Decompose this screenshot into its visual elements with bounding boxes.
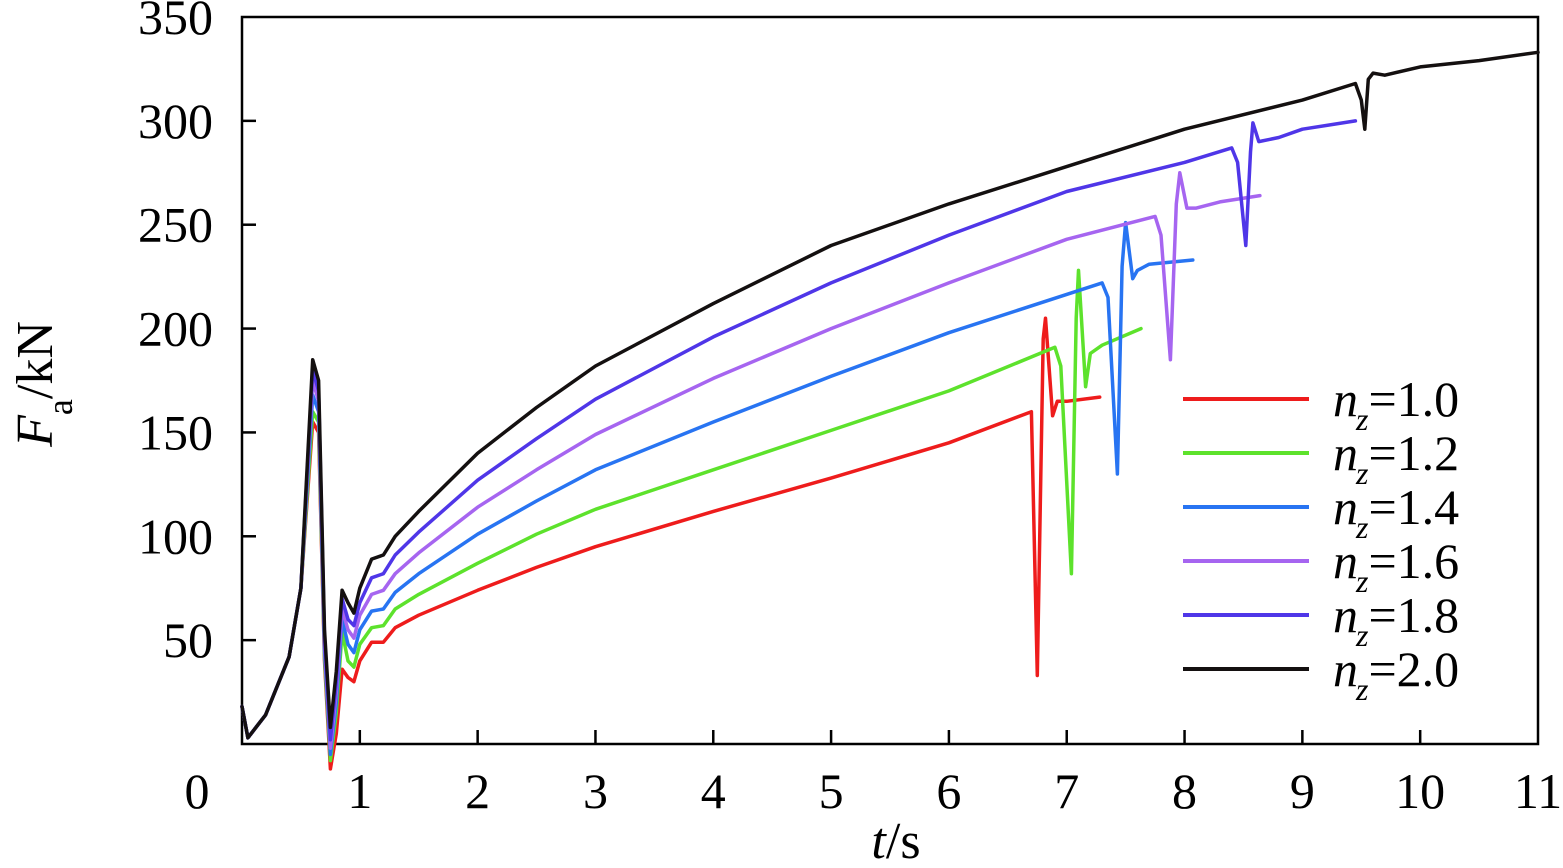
legend-label-1: nz=1.0 <box>1333 371 1459 437</box>
y-tick-label: 50 <box>163 612 213 668</box>
x-tick-label: 5 <box>819 763 844 819</box>
series-line-3 <box>240 220 1195 757</box>
x-axis-label: t/s <box>871 813 920 868</box>
x-tick-label: 10 <box>1395 763 1445 819</box>
x-tick-label: 1 <box>347 763 372 819</box>
legend-label-6: nz=2.0 <box>1333 641 1459 707</box>
y-tick-label: 250 <box>138 197 213 253</box>
legend-label-5: nz=1.8 <box>1333 587 1459 653</box>
legend-label-3: nz=1.4 <box>1333 479 1459 545</box>
x-tick-label: 4 <box>701 763 726 819</box>
tick-labels: 1 2 3 4 5 6 7 8 9 10 11 50 100 150 200 250 300 350 <box>138 0 1562 819</box>
y-tick-label: 150 <box>138 404 213 460</box>
y-tick-label: 200 <box>138 301 213 357</box>
legend-label-2: nz=1.2 <box>1333 425 1459 491</box>
legend: nz=1.0nz=1.2nz=1.4nz=1.6nz=1.8nz=2.0 <box>1183 371 1459 707</box>
series-line-5 <box>240 119 1358 742</box>
x-tick-label: 11 <box>1514 763 1562 819</box>
axis-ticks <box>242 119 1422 744</box>
series-line-6 <box>240 50 1540 740</box>
y-axis-label: Fa/kN <box>7 321 80 448</box>
series-line-2 <box>240 268 1143 763</box>
x-tick-label: 8 <box>1172 763 1197 819</box>
legend-label-4: nz=1.6 <box>1333 533 1459 599</box>
x-tick-label: 6 <box>936 763 961 819</box>
x-tick-label: 9 <box>1290 763 1315 819</box>
x-tick-label: 3 <box>583 763 608 819</box>
y-tick-label: 350 <box>138 0 213 45</box>
y-tick-label: 100 <box>138 508 213 564</box>
plot-area <box>240 15 1540 746</box>
series-lines <box>240 50 1540 771</box>
origin-label: 0 <box>185 763 210 819</box>
x-tick-label: 7 <box>1054 763 1079 819</box>
series-line-1 <box>240 316 1102 771</box>
y-tick-label: 300 <box>138 93 213 149</box>
x-tick-label: 2 <box>465 763 490 819</box>
series-line-4 <box>240 171 1262 750</box>
